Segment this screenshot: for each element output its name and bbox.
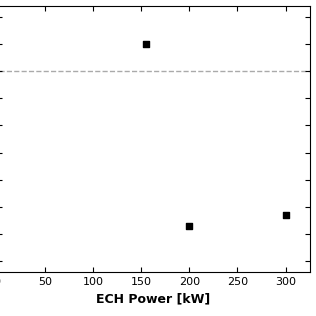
Point [187,223,192,228]
X-axis label: ECH Power [kW]: ECH Power [kW] [96,292,210,305]
Point [143,42,149,47]
Point [283,212,288,217]
